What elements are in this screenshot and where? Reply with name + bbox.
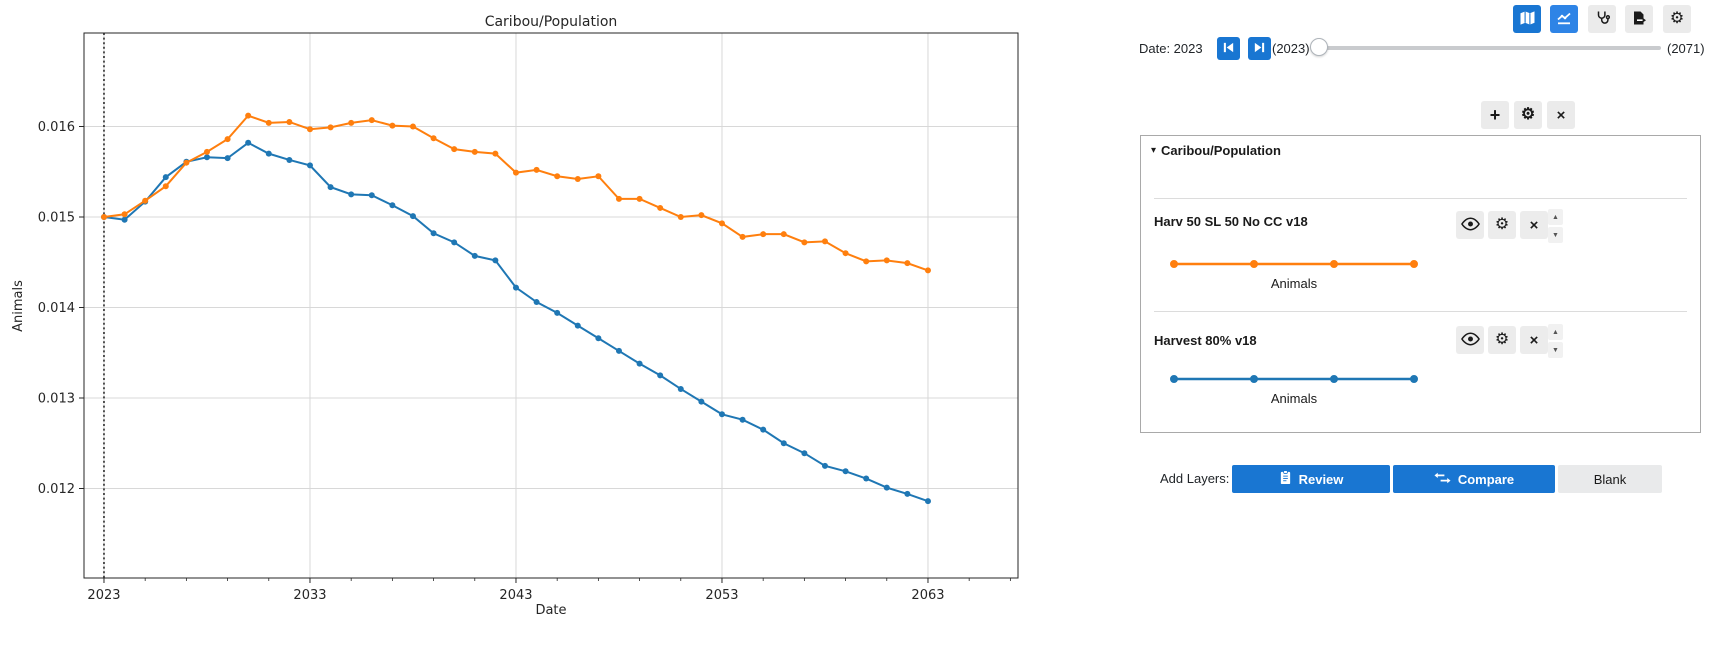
slider-min-label: (2023)	[1272, 41, 1310, 56]
diagnostics-button[interactable]	[1588, 5, 1616, 33]
chart-settings-button[interactable]: ⚙	[1514, 101, 1542, 129]
move-layer-up-button[interactable]: ▲	[1548, 209, 1563, 225]
layer-settings-button[interactable]: ⚙	[1488, 211, 1516, 239]
file-export-icon	[1631, 10, 1647, 29]
svg-text:2053: 2053	[705, 588, 738, 603]
map-view-button[interactable]	[1513, 5, 1541, 33]
svg-text:0.016: 0.016	[38, 120, 75, 135]
layer-order-spinner: ▲ ▼	[1548, 324, 1563, 358]
clipboard-icon	[1279, 470, 1292, 488]
chart-view-button[interactable]	[1550, 5, 1578, 33]
layer-legend-line	[1170, 260, 1418, 268]
svg-text:0.014: 0.014	[38, 301, 75, 316]
map-icon	[1519, 10, 1536, 29]
close-chart-button[interactable]: ×	[1547, 101, 1575, 129]
population-chart: 2023 2033 2043 2053 2063 0.012 0.013 0.014 0.015…	[11, 14, 1019, 618]
close-icon: ×	[1529, 331, 1539, 349]
collapse-caret-icon: ▾	[1151, 144, 1157, 156]
date-slider-handle[interactable]	[1310, 38, 1328, 56]
gear-icon: ⚙	[1520, 106, 1536, 123]
svg-text:0.015: 0.015	[38, 210, 75, 225]
line-chart-icon	[1556, 10, 1572, 29]
date-slider-track[interactable]	[1317, 46, 1661, 50]
slider-max-label: (2071)	[1667, 41, 1705, 56]
layer-name: Harv 50 SL 50 No CC v18	[1154, 214, 1308, 229]
add-review-layer-button[interactable]: Review	[1232, 465, 1390, 493]
move-layer-down-button[interactable]: ▼	[1548, 342, 1563, 358]
layer-visibility-button[interactable]	[1456, 326, 1484, 354]
skip-to-end-button[interactable]	[1248, 37, 1271, 60]
add-blank-layer-button[interactable]: Blank	[1558, 465, 1662, 493]
plus-icon: +	[1489, 104, 1501, 125]
layer-settings-button[interactable]: ⚙	[1488, 326, 1516, 354]
layer-order-spinner: ▲ ▼	[1548, 209, 1563, 243]
gear-icon: ⚙	[1494, 216, 1510, 233]
button-label: Compare	[1457, 471, 1515, 487]
add-compare-layer-button[interactable]: Compare	[1393, 465, 1555, 493]
skip-to-start-button[interactable]	[1217, 37, 1240, 60]
gear-icon: ⚙	[1494, 331, 1510, 348]
layer-legend-line	[1170, 375, 1418, 383]
divider	[1154, 311, 1687, 312]
svg-text:2033: 2033	[293, 588, 326, 603]
gear-icon: ⚙	[1669, 10, 1685, 27]
move-layer-up-button[interactable]: ▲	[1548, 324, 1563, 340]
svg-text:0.013: 0.013	[38, 391, 75, 406]
svg-text:2043: 2043	[499, 588, 532, 603]
close-icon: ×	[1529, 216, 1539, 234]
chart-title: Caribou/Population	[485, 14, 618, 30]
button-label: Blank	[1593, 471, 1627, 487]
move-layer-down-button[interactable]: ▼	[1548, 227, 1563, 243]
svg-text:2063: 2063	[911, 588, 944, 603]
close-icon: ×	[1556, 106, 1566, 124]
button-label: Review	[1298, 471, 1344, 487]
stethoscope-icon	[1594, 10, 1611, 29]
eye-icon	[1460, 332, 1480, 349]
layer-visibility-button[interactable]	[1456, 211, 1484, 239]
export-button[interactable]	[1625, 5, 1653, 33]
divider	[1154, 198, 1687, 199]
add-chart-button[interactable]: +	[1481, 101, 1509, 129]
panel-header[interactable]: ▾ Caribou/Population	[1151, 143, 1281, 158]
eye-icon	[1460, 217, 1480, 234]
add-layers-label: Add Layers:	[1160, 471, 1230, 486]
svg-text:0.012: 0.012	[38, 482, 75, 497]
legend-label: Animals	[1270, 276, 1318, 291]
layer-remove-button[interactable]: ×	[1520, 326, 1548, 354]
svg-text:2023: 2023	[87, 588, 120, 603]
settings-button[interactable]: ⚙	[1663, 5, 1691, 33]
layer-remove-button[interactable]: ×	[1520, 211, 1548, 239]
layer-name: Harvest 80% v18	[1154, 333, 1257, 348]
x-axis-label: Date	[535, 603, 566, 618]
legend-label: Animals	[1270, 391, 1318, 406]
chart-layers-panel: ▾ Caribou/Population Harv 50 SL 50 No CC…	[1140, 135, 1701, 433]
compare-arrows-icon	[1434, 472, 1451, 487]
skip-forward-icon	[1253, 41, 1266, 57]
panel-title: Caribou/Population	[1161, 143, 1281, 158]
y-axis-label: Animals	[11, 280, 26, 332]
date-label: Date: 2023	[1139, 41, 1203, 56]
skip-back-icon	[1222, 41, 1235, 57]
